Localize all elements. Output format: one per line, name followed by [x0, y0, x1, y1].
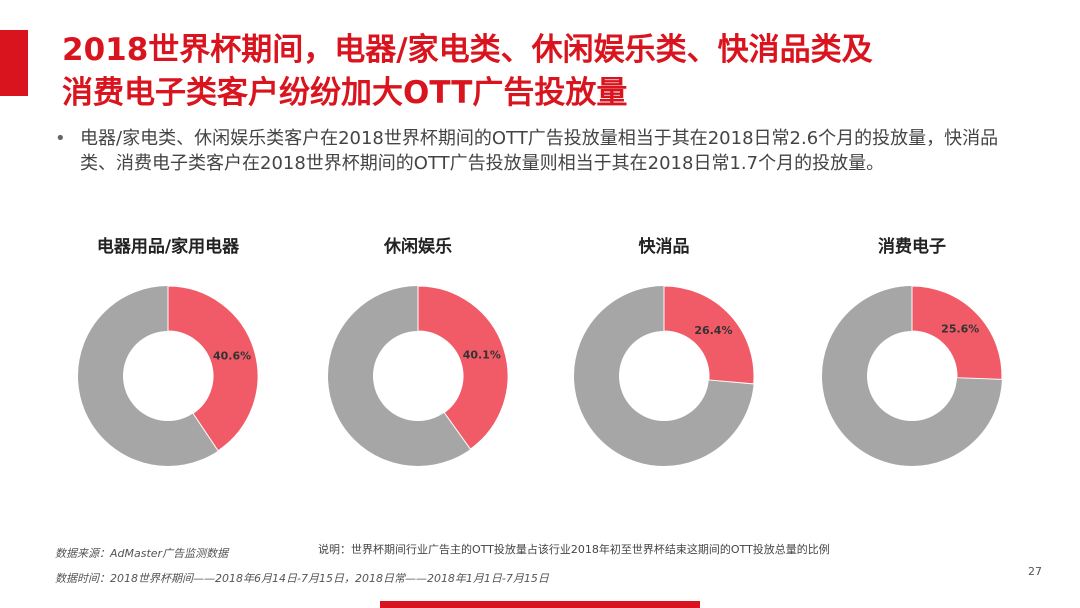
bullet-text: 电器/家电类、休闲娱乐类客户在2018世界杯期间的OTT广告投放量相当于其在20…	[80, 128, 999, 174]
chart-title: 电器用品/家用电器	[97, 236, 240, 257]
source: 数据来源：AdMaster广告监测数据	[55, 547, 230, 560]
bottom-bar	[380, 601, 700, 608]
title-line: 消费电子类客户纷纷加大OTT广告投放量	[62, 75, 628, 111]
period: 数据时间：2018世界杯期间——2018年6月14日-7月15日，2018日常—…	[55, 572, 550, 585]
data-label: 40.6%	[213, 350, 251, 363]
data-label: 25.6%	[941, 323, 979, 336]
donut-slice	[167, 285, 259, 452]
title-line: 2018世界杯期间，电器/家电类、休闲娱乐类、快消品类及	[62, 32, 873, 68]
note: 说明：世界杯期间行业广告主的OTT投放量占该行业2018年初至世界杯结束这期间的…	[318, 542, 830, 556]
donut-slice	[911, 285, 1003, 380]
chart-title: 休闲娱乐	[383, 236, 452, 257]
page-number: 27	[1028, 565, 1042, 578]
bullet-dot: •	[55, 128, 66, 149]
accent-bar	[0, 30, 28, 96]
donut-slice	[663, 285, 755, 385]
donut-slice	[417, 285, 509, 450]
chart-title: 消费电子	[878, 236, 946, 257]
chart-title: 快消品	[639, 236, 690, 257]
data-label: 40.1%	[463, 348, 501, 361]
data-label: 26.4%	[694, 324, 732, 337]
